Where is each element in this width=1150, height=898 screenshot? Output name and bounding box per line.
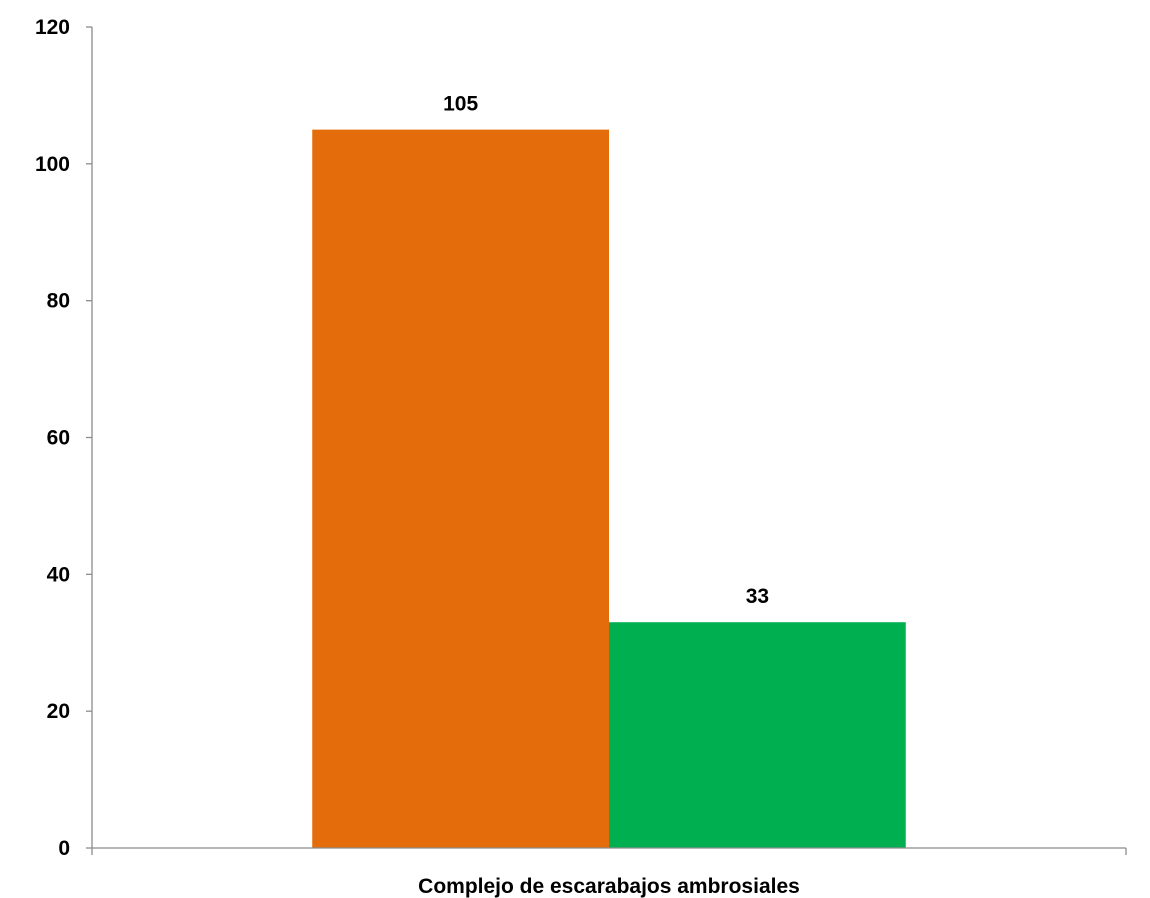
y-tick-label: 120 <box>35 16 70 39</box>
y-tick-label: 0 <box>58 837 70 860</box>
data-labels: 105 33 <box>443 93 769 609</box>
bar-value-label: 105 <box>443 93 478 116</box>
plot-area <box>312 129 906 848</box>
x-category-label: Complejo de escarabajos ambrosiales <box>418 875 800 898</box>
bar <box>312 129 609 848</box>
y-tick-label: 60 <box>47 427 70 450</box>
y-tick-label: 80 <box>47 290 70 313</box>
x-axis: Complejo de escarabajos ambrosiales <box>91 847 1127 898</box>
y-tick-label: 40 <box>47 563 70 586</box>
y-axis: 0 20 40 60 80 100 120 <box>35 16 92 860</box>
bar <box>609 622 906 848</box>
y-tick-label: 20 <box>47 700 70 723</box>
y-tick-label: 100 <box>35 153 70 176</box>
bar-value-label: 33 <box>746 585 769 608</box>
